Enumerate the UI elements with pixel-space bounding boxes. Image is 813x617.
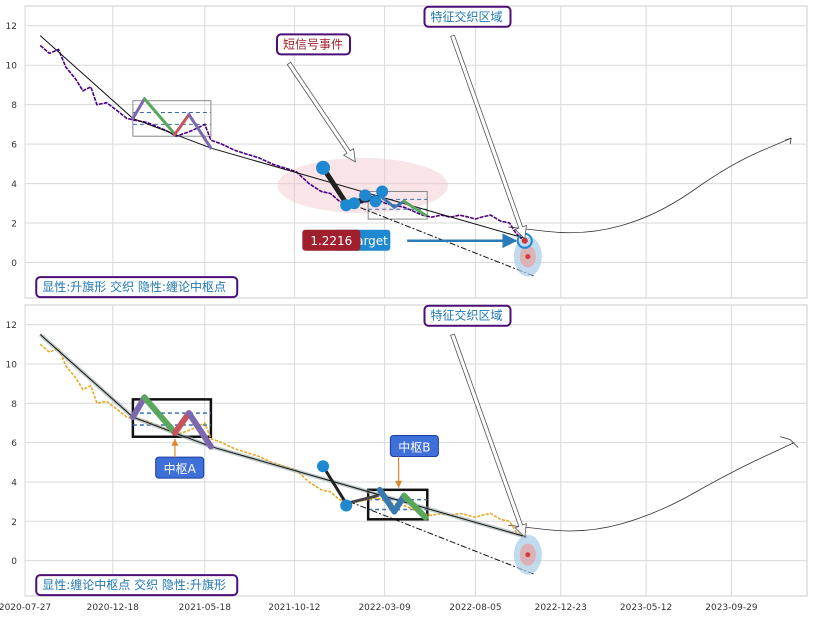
pivot-label-arrowhead	[171, 438, 179, 446]
x-tick-label: 2022-08-05	[449, 603, 501, 613]
x-tick-label: 2021-05-18	[179, 603, 232, 613]
target-point	[521, 237, 528, 244]
price-line	[39, 343, 523, 538]
target-value-badge	[302, 229, 361, 251]
future-curve	[508, 137, 792, 234]
pivot-box	[366, 488, 429, 521]
pivot-marker	[359, 189, 372, 202]
zigzag-segment	[187, 113, 213, 150]
pivot-label-box	[389, 435, 439, 457]
annotation-box	[423, 304, 512, 327]
y-tick-label: 4	[11, 180, 17, 190]
y-tick-label: 4	[11, 478, 17, 488]
x-tick-label: 2021-10-12	[268, 603, 320, 613]
projection-point	[525, 552, 531, 558]
x-tick-label: 2022-03-09	[358, 603, 411, 613]
future-curve	[508, 442, 795, 532]
x-tick-label: 2023-09-29	[705, 603, 758, 613]
y-tick-label: 2	[11, 518, 17, 528]
pivot-box	[367, 190, 428, 220]
annotation-arrow	[450, 34, 527, 240]
zigzag-segment	[344, 494, 379, 506]
y-tick-label: 8	[11, 400, 17, 410]
zigzag-segment	[129, 394, 148, 421]
y-tick-label: 0	[11, 557, 17, 567]
y-tick-label: 8	[11, 101, 17, 111]
pivot-marker	[340, 499, 353, 512]
zigzag-segment	[173, 113, 191, 136]
pivot-marker	[348, 197, 361, 210]
zigzag-segment	[402, 199, 427, 217]
zigzag-segment	[320, 165, 349, 206]
future-curve-arrowhead	[785, 137, 792, 145]
y-tick-label: 6	[11, 141, 17, 151]
pivot-label: 中枢A	[164, 461, 197, 476]
annotation-label: 特征交织区域	[430, 308, 502, 323]
target-value: 1.2216	[310, 234, 352, 248]
pivot-marker	[316, 160, 331, 175]
annotation-arrow	[286, 61, 356, 163]
pattern-label-box	[35, 574, 239, 597]
plot-area	[24, 5, 808, 299]
annotation-box	[423, 5, 512, 28]
zigzag-segment	[141, 394, 178, 436]
y-tick-label: 10	[6, 360, 18, 370]
x-tick-label: 2020-07-27	[0, 603, 51, 613]
y-tick-label: 2	[11, 220, 17, 230]
zigzag-segment	[401, 492, 429, 521]
pattern-label: 显性:缠论中枢点 交织 隐性:升旗形	[42, 577, 226, 592]
zigzag-segment	[321, 464, 348, 506]
zigzag-segment	[392, 199, 406, 209]
zigzag-segment	[376, 486, 398, 515]
annotation-label: 特征交织区域	[430, 9, 502, 24]
y-tick-label: 12	[6, 321, 17, 331]
zigzag-segment	[142, 97, 177, 136]
zigzag-segment	[171, 410, 192, 436]
extension-line	[349, 501, 535, 575]
annotation-box	[275, 33, 351, 56]
future-curve-arrowhead	[780, 436, 799, 448]
y-tick-label: 6	[11, 439, 17, 449]
shared-x-axis: 2020-07-27 2020-12-18 2021-05-18 2021-10-12…	[0, 603, 758, 613]
annotation-arrow	[450, 333, 527, 538]
pattern-label: 显性:升旗形 交织 隐性:缠论中枢点	[42, 279, 226, 294]
pivot-label-arrowhead	[395, 480, 403, 488]
pivot-marker	[369, 195, 382, 208]
pattern-label-box	[35, 276, 239, 299]
annotation-label: 短信号事件	[283, 37, 343, 51]
x-tick-label: 2023-05-12	[620, 603, 672, 613]
projection-point	[525, 254, 531, 260]
x-tick-label: 2020-12-18	[87, 603, 140, 613]
y-tick-label: 0	[11, 259, 17, 269]
zigzag-segment	[185, 410, 214, 450]
highlight-ellipse	[277, 157, 448, 214]
pivot-label-box	[155, 456, 205, 479]
x-tick-label: 2022-12-23	[535, 603, 587, 613]
zigzag-segment	[131, 97, 146, 120]
pivot-label: 中枢B	[398, 440, 430, 455]
y-tick-label: 12	[6, 22, 17, 32]
y-tick-label: 10	[6, 62, 18, 72]
pivot-marker	[317, 460, 330, 473]
pivot-marker	[376, 185, 389, 198]
